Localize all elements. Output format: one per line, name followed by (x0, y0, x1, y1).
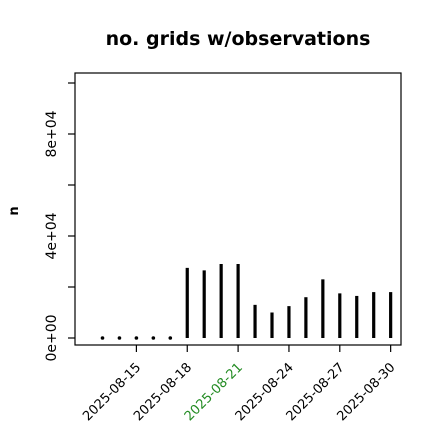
y-tick-label: 0e+00 (44, 314, 60, 361)
x-axis: 2025-08-152025-08-182025-08-212025-08-24… (80, 345, 398, 424)
y-tick-label: 4e+04 (44, 212, 60, 259)
chart-title: no. grids w/observations (106, 28, 371, 50)
y-tick-label: 8e+04 (44, 110, 60, 157)
y-axis: 0e+00 4e+04 8e+04 (44, 82, 75, 362)
bar (117, 336, 122, 340)
bar (134, 336, 139, 340)
bar (151, 336, 156, 340)
y-axis-label: n (7, 206, 22, 215)
bars (100, 264, 393, 340)
bar (168, 336, 173, 340)
bar (100, 336, 105, 340)
